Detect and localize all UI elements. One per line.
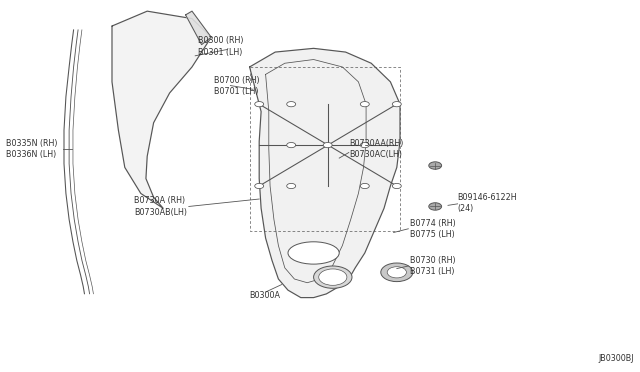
Circle shape xyxy=(319,269,347,285)
Text: B09146-6122H
(24): B09146-6122H (24) xyxy=(458,193,517,213)
Circle shape xyxy=(323,142,332,148)
Ellipse shape xyxy=(288,242,339,264)
Circle shape xyxy=(392,183,401,189)
Circle shape xyxy=(287,183,296,189)
Text: B0774 (RH)
B0775 (LH): B0774 (RH) B0775 (LH) xyxy=(410,219,455,239)
Polygon shape xyxy=(186,11,211,45)
Text: JB0300BJ: JB0300BJ xyxy=(598,354,634,363)
Circle shape xyxy=(314,266,352,288)
Polygon shape xyxy=(250,48,400,298)
Circle shape xyxy=(387,267,406,278)
Circle shape xyxy=(360,183,369,189)
Text: B0730AA(RH)
B0730AC(LH): B0730AA(RH) B0730AC(LH) xyxy=(349,139,403,159)
Text: B0300A: B0300A xyxy=(250,291,280,300)
Text: B0335N (RH)
B0336N (LH): B0335N (RH) B0336N (LH) xyxy=(6,139,58,159)
Circle shape xyxy=(381,263,413,282)
Text: B0730 (RH)
B0731 (LH): B0730 (RH) B0731 (LH) xyxy=(410,256,455,276)
Circle shape xyxy=(255,183,264,189)
Circle shape xyxy=(360,142,369,148)
Text: B0700 (RH)
B0701 (LH): B0700 (RH) B0701 (LH) xyxy=(214,76,260,96)
Circle shape xyxy=(287,142,296,148)
Circle shape xyxy=(255,102,264,107)
Text: B0300 (RH)
B0301 (LH): B0300 (RH) B0301 (LH) xyxy=(198,36,244,57)
Circle shape xyxy=(429,162,442,169)
Text: B0730A (RH)
B0730AB(LH): B0730A (RH) B0730AB(LH) xyxy=(134,196,188,217)
Circle shape xyxy=(287,102,296,107)
Circle shape xyxy=(392,102,401,107)
Polygon shape xyxy=(112,11,211,208)
Circle shape xyxy=(360,102,369,107)
Circle shape xyxy=(429,203,442,210)
